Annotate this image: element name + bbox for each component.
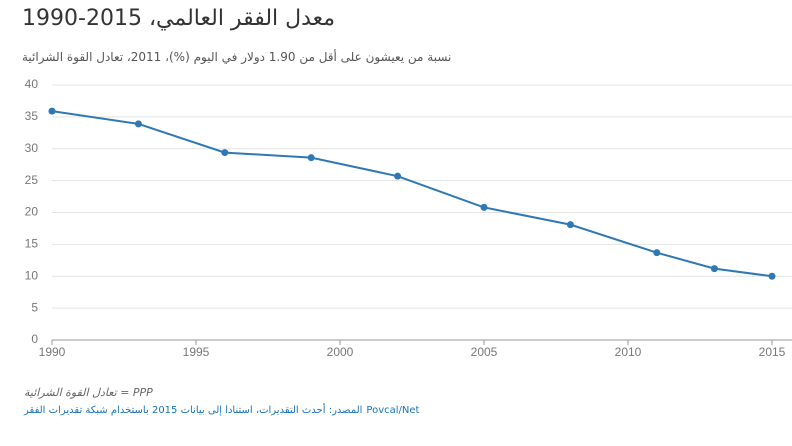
y-tick-label: 0: [31, 332, 38, 346]
x-tick-label: 2005: [471, 345, 498, 359]
point: [653, 249, 661, 257]
y-tick-label: 30: [25, 141, 39, 155]
source-text: المصدر: أحدث التقديرات، استنادا إلى بيان…: [24, 405, 363, 416]
point: [134, 120, 142, 128]
y-tick-label: 15: [25, 237, 39, 251]
x-tick-label: 2000: [327, 345, 354, 359]
y-tick-label: 35: [25, 109, 39, 123]
x-tick-label: 2015: [759, 345, 786, 359]
chart-title: معدل الفقر العالمي، 2015-1990: [22, 6, 336, 31]
chart-subtitle: نسبة من يعيشون على أقل من 1.90 دولار في …: [22, 50, 452, 64]
point: [307, 154, 315, 162]
source-link[interactable]: Povcal/Net: [366, 405, 420, 416]
y-tick-label: 5: [31, 300, 38, 314]
source: المصدر: أحدث التقديرات، استنادا إلى بيان…: [24, 405, 419, 416]
point: [768, 272, 776, 280]
point: [566, 221, 574, 229]
y-tick-label: 25: [25, 173, 39, 187]
y-tick-label: 40: [25, 77, 39, 91]
x-tick-label: 1990: [39, 345, 66, 359]
x-tick-label: 1995: [183, 345, 210, 359]
point: [48, 107, 56, 115]
point: [394, 172, 402, 180]
point: [710, 265, 718, 273]
note: PPP = تعادل القوة الشرائية: [24, 386, 153, 399]
point: [480, 203, 488, 211]
x-tick-label: 2010: [615, 345, 642, 359]
line: [51, 110, 773, 278]
y-tick-label: 10: [25, 268, 39, 282]
point: [221, 149, 229, 157]
y-tick-label: 20: [25, 205, 39, 219]
